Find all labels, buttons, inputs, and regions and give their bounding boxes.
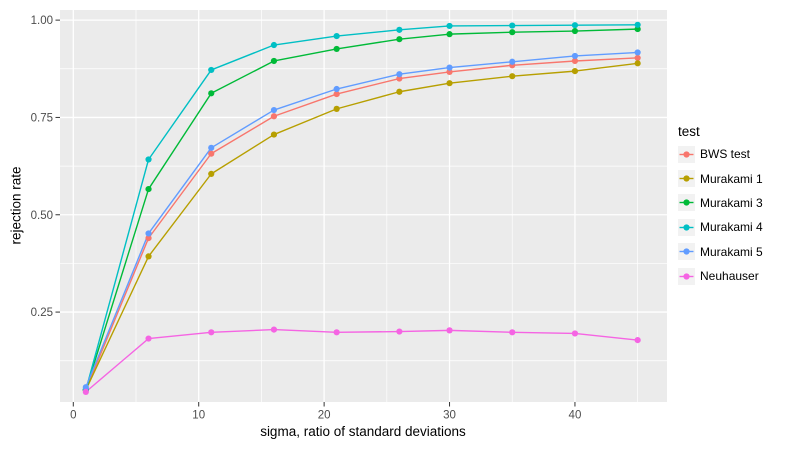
series-point: [396, 36, 403, 43]
series-point: [270, 57, 278, 65]
series-line: [85, 328, 639, 393]
series-point: [82, 384, 89, 391]
series-point: [145, 253, 152, 260]
series-point: [333, 85, 340, 93]
legend-entry: Murakami 3: [678, 191, 763, 215]
series-point: [145, 235, 152, 242]
series-point: [145, 185, 152, 193]
series-point: [270, 106, 278, 114]
series-point: [208, 170, 215, 177]
series-point: [270, 113, 278, 120]
series-point: [145, 335, 152, 342]
y-tick-label: 0.25: [31, 307, 53, 319]
legend-entry: Murakami 4: [678, 215, 763, 239]
series-point: [446, 327, 453, 334]
series-point: [333, 105, 340, 112]
series-point: [509, 29, 516, 36]
series-point: [509, 58, 516, 65]
series-point: [571, 52, 579, 60]
legend-entry-label: Neuhauser: [700, 269, 759, 284]
series-point: [446, 68, 453, 75]
legend-entry-label: Murakami 4: [700, 220, 763, 235]
series-point: [333, 45, 340, 53]
y-tick-label: 0.75: [31, 112, 53, 124]
series-point: [270, 41, 278, 49]
x-tick-label: 30: [443, 410, 456, 422]
legend-key-icon: [678, 267, 695, 285]
series-point: [634, 21, 641, 28]
x-tick-label: 0: [70, 410, 76, 422]
series-point: [446, 64, 453, 71]
legend-entry: Neuhauser: [678, 264, 763, 288]
series-line: [85, 28, 639, 391]
series-point: [571, 22, 579, 29]
series-point: [208, 66, 215, 74]
series-point: [333, 329, 340, 336]
series-point: [446, 22, 453, 30]
legend-entry-label: Murakami 1: [700, 171, 763, 186]
series-point: [571, 68, 579, 75]
series-point: [396, 328, 403, 335]
series-line: [85, 24, 639, 391]
series-point: [270, 131, 278, 138]
x-axis-title: sigma, ratio of standard deviations: [260, 424, 466, 439]
series-point: [208, 90, 215, 97]
legend-key-icon: [678, 218, 695, 236]
series-point: [571, 57, 579, 65]
series-point: [333, 32, 340, 40]
series-line: [85, 51, 639, 388]
legend-key-icon: [678, 170, 695, 188]
legend: test BWS test Murakami 1 Murakami 3 Murakam…: [678, 124, 763, 288]
series-point: [82, 388, 89, 395]
series-point: [333, 90, 340, 98]
series-point: [571, 330, 579, 337]
legend-entry: Murakami 1: [678, 166, 763, 190]
series-point: [270, 326, 278, 333]
y-tick-label: 1.00: [31, 15, 53, 27]
series-point: [145, 230, 152, 237]
series-point: [509, 329, 516, 336]
legend-entry-label: Murakami 3: [700, 195, 763, 210]
series-point: [396, 26, 403, 33]
x-tick-label: 10: [192, 410, 205, 422]
series-point: [571, 27, 579, 35]
legend-key-icon: [678, 194, 695, 212]
series-point: [208, 144, 215, 151]
series-point: [634, 337, 641, 344]
series-point: [634, 25, 641, 33]
series-point: [396, 71, 403, 78]
y-tick-label: 0.50: [31, 210, 53, 222]
legend-entry: Murakami 5: [678, 240, 763, 264]
y-axis-title: rejection rate: [8, 166, 24, 245]
series-point: [634, 60, 641, 67]
series-point: [634, 49, 641, 56]
legend-title: test: [678, 124, 700, 139]
series-point: [396, 75, 403, 82]
series-line: [85, 62, 639, 391]
series-point: [208, 329, 215, 336]
series-line: [85, 57, 639, 391]
legend-key-icon: [678, 145, 695, 163]
series-point: [634, 54, 641, 61]
series-point: [446, 31, 453, 38]
legend-entry: BWS test: [678, 142, 763, 166]
x-tick-label: 20: [318, 410, 331, 422]
series-point: [208, 150, 215, 157]
series-point: [145, 156, 152, 163]
series-point: [446, 80, 453, 87]
legend-entry-label: Murakami 5: [700, 244, 763, 259]
series-point: [509, 73, 516, 80]
legend-key-icon: [678, 243, 695, 261]
series-point: [396, 88, 403, 95]
series-point: [509, 22, 516, 29]
x-tick-label: 40: [569, 410, 582, 422]
legend-entry-label: BWS test: [700, 147, 751, 162]
